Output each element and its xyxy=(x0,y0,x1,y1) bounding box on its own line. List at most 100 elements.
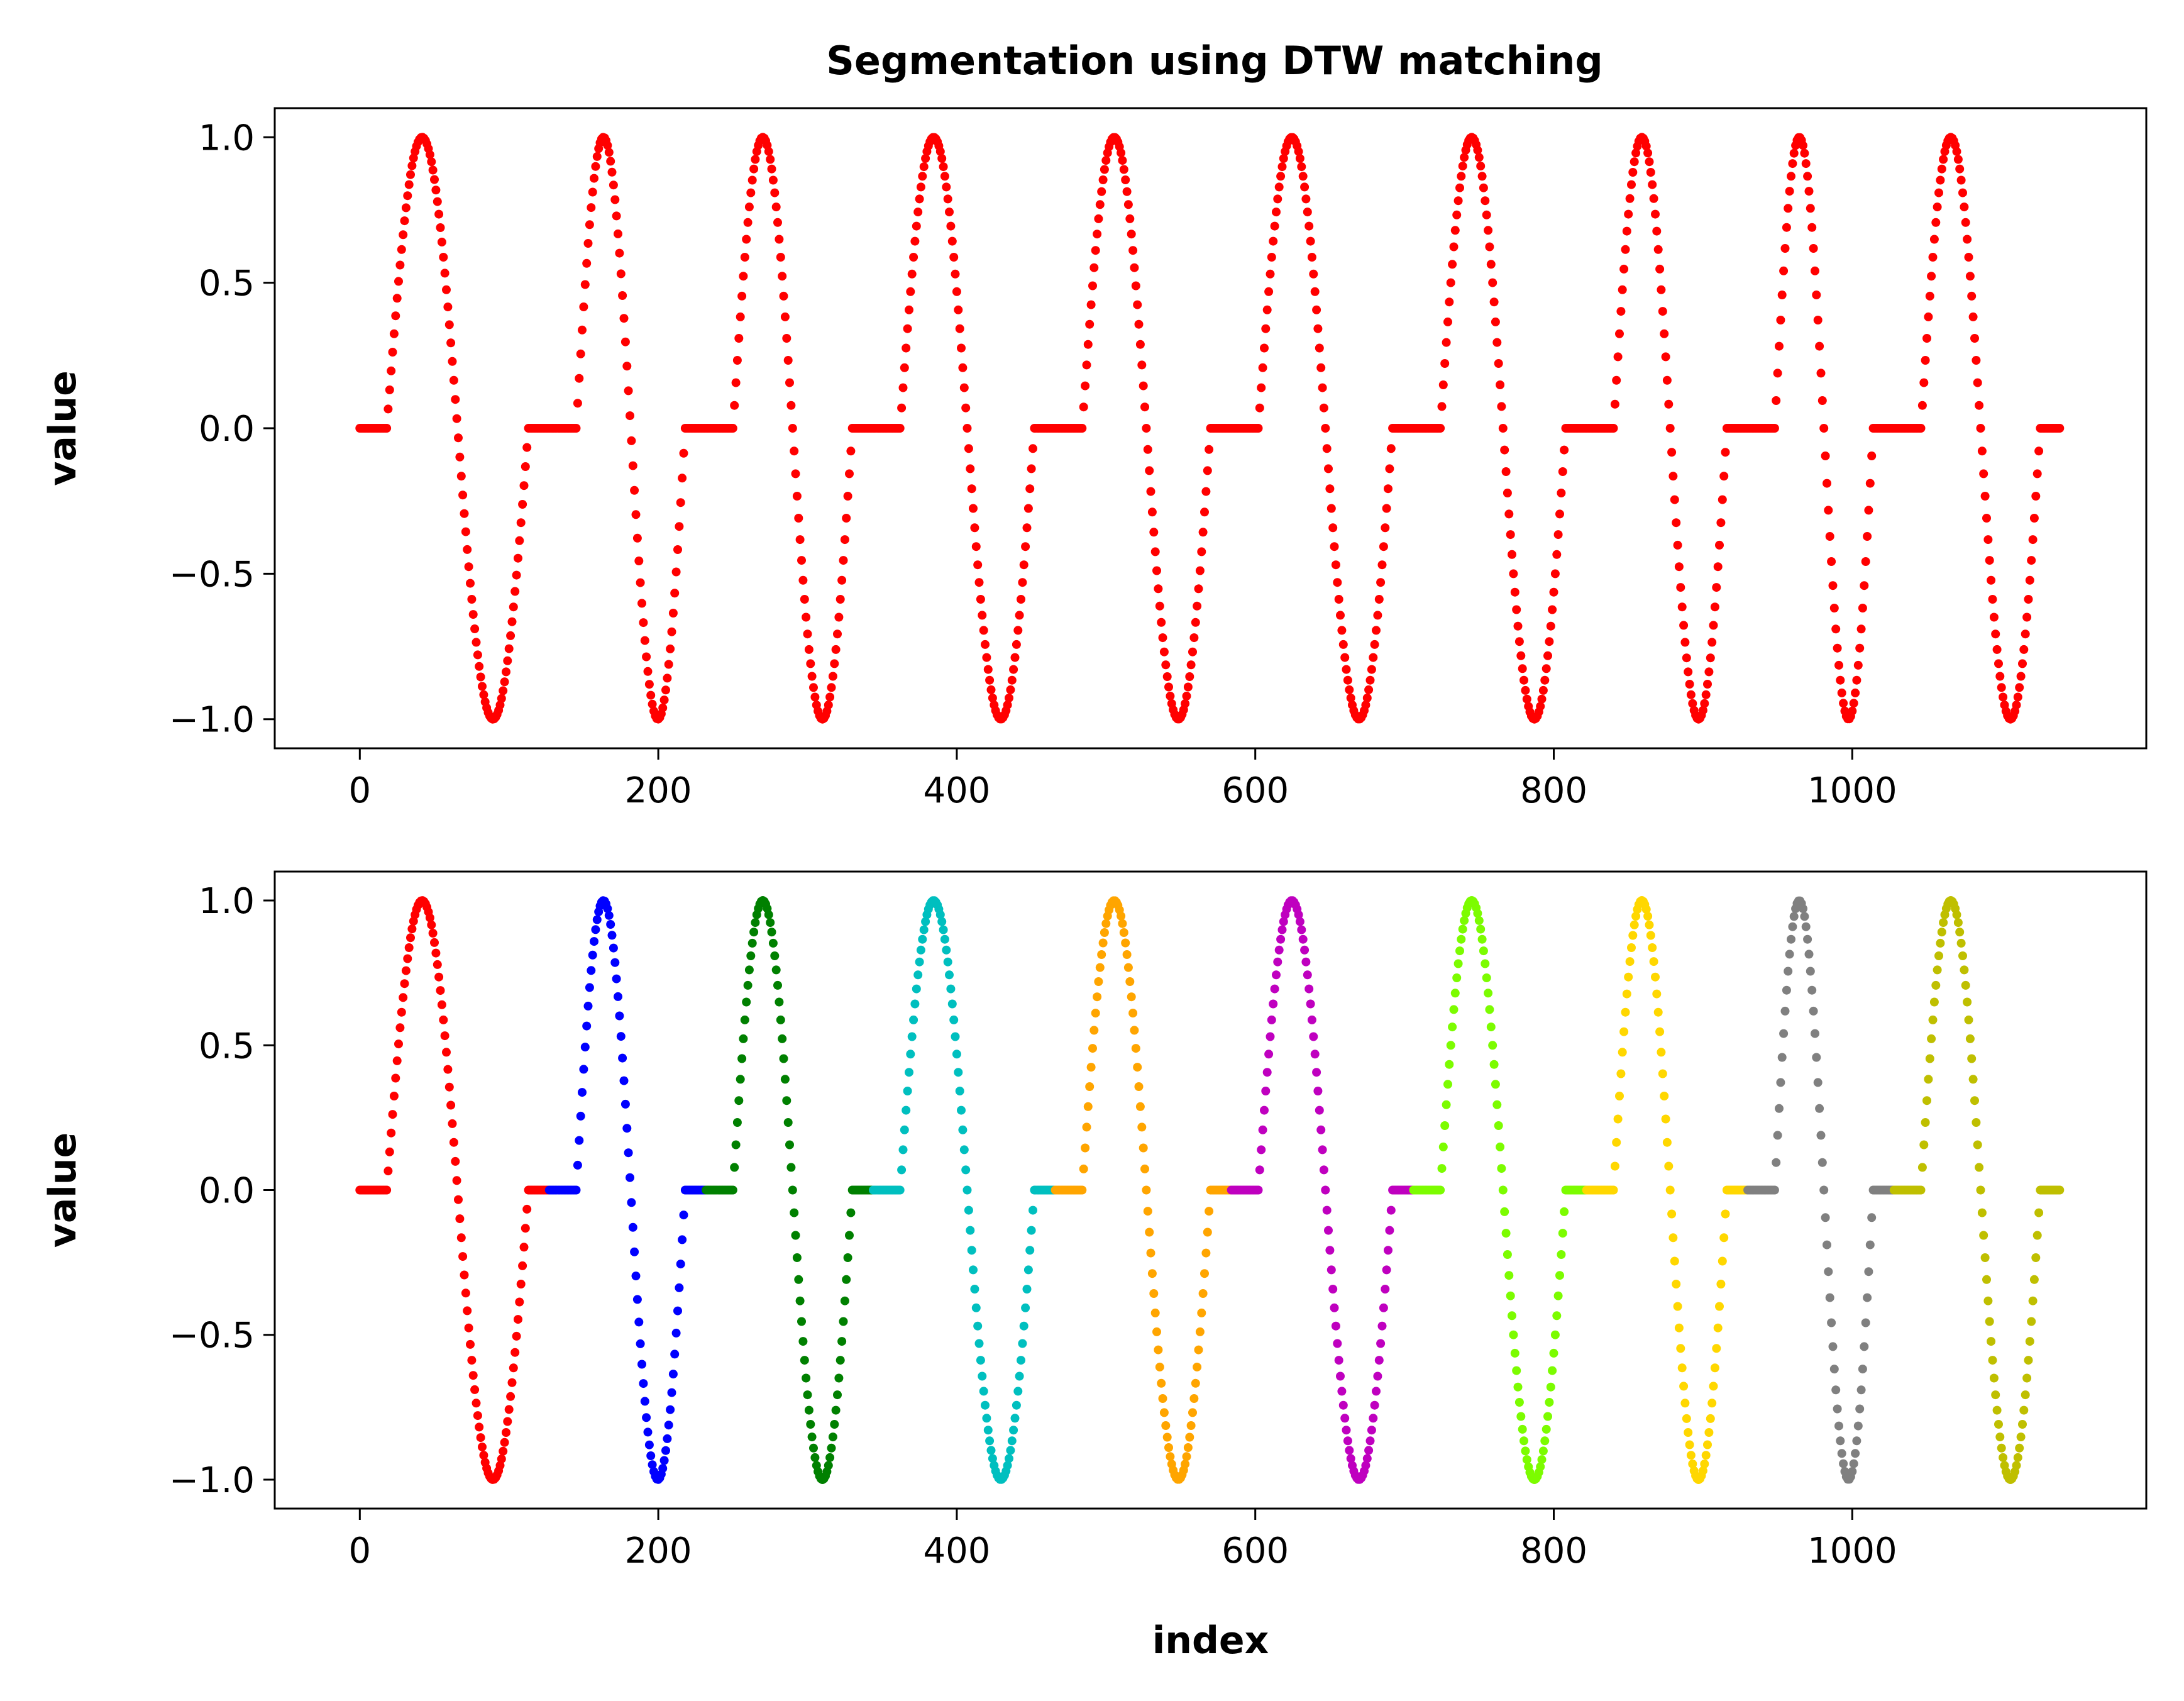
data-point xyxy=(1146,487,1155,496)
data-point xyxy=(1553,530,1563,540)
data-point xyxy=(978,1371,987,1381)
data-point xyxy=(440,1031,449,1041)
data-point xyxy=(1624,972,1633,982)
data-point xyxy=(1519,1436,1528,1446)
data-point xyxy=(912,221,921,231)
data-point xyxy=(1195,566,1205,575)
data-point xyxy=(1333,578,1342,587)
data-point xyxy=(1989,612,1999,622)
data-point xyxy=(1610,1161,1619,1171)
data-point xyxy=(1999,692,2008,702)
data-point xyxy=(643,1427,653,1437)
data-point xyxy=(1128,1009,1138,1018)
data-point xyxy=(1017,1356,1025,1365)
data-point xyxy=(1152,566,1161,575)
data-point xyxy=(1770,424,1779,433)
data-point xyxy=(952,287,961,296)
data-point xyxy=(575,374,584,383)
data-point xyxy=(843,1253,852,1262)
data-point xyxy=(1005,1454,1013,1463)
data-point xyxy=(824,1461,833,1470)
data-point xyxy=(1816,368,1826,378)
data-point xyxy=(828,672,837,681)
data-point xyxy=(640,1397,649,1406)
data-point xyxy=(1140,402,1149,412)
data-point xyxy=(792,492,802,501)
data-point xyxy=(615,248,624,258)
data-point xyxy=(1660,1092,1669,1100)
data-point xyxy=(619,314,629,323)
data-point xyxy=(1703,1440,1712,1449)
data-point xyxy=(1982,514,1991,523)
data-point xyxy=(1081,381,1090,391)
data-point xyxy=(1267,1015,1276,1024)
data-point xyxy=(1552,1311,1562,1321)
data-point xyxy=(802,1373,811,1383)
data-point xyxy=(615,1011,624,1021)
data-point xyxy=(840,1296,849,1305)
data-point xyxy=(514,553,522,563)
data-point xyxy=(622,362,632,371)
data-point xyxy=(648,699,657,709)
data-point xyxy=(1560,445,1569,455)
data-point xyxy=(1494,359,1503,368)
data-point xyxy=(895,424,905,433)
y-tick-label: −0.5 xyxy=(169,1316,255,1356)
data-point xyxy=(982,1414,991,1423)
data-point xyxy=(1029,1205,1037,1215)
data-point xyxy=(1811,1029,1819,1038)
data-point xyxy=(1438,1142,1448,1151)
data-point xyxy=(1679,1382,1689,1391)
data-point xyxy=(1927,272,1936,281)
data-point xyxy=(463,545,472,554)
data-point xyxy=(791,469,800,479)
data-point xyxy=(1382,504,1391,513)
data-point xyxy=(842,1275,851,1284)
data-point xyxy=(1477,172,1487,181)
data-point xyxy=(1963,235,1972,244)
data-point xyxy=(1983,1296,1993,1305)
data-point xyxy=(1972,356,1981,365)
data-point xyxy=(1330,542,1339,551)
data-point xyxy=(779,1054,788,1063)
data-point xyxy=(1191,618,1200,627)
data-point xyxy=(607,167,617,177)
data-point xyxy=(803,629,812,639)
data-point xyxy=(503,1417,512,1426)
data-point xyxy=(985,1436,995,1446)
data-point xyxy=(939,162,948,172)
data-point xyxy=(1298,172,1308,181)
data-point xyxy=(1549,587,1558,597)
data-point xyxy=(1269,999,1278,1009)
data-point xyxy=(646,690,656,700)
data-point xyxy=(749,928,759,937)
data-point xyxy=(732,1118,742,1127)
data-point xyxy=(637,599,646,608)
data-point xyxy=(1992,645,2002,654)
data-point xyxy=(1326,504,1336,513)
data-point xyxy=(1484,989,1493,998)
data-point xyxy=(1922,1096,1931,1105)
data-point xyxy=(1960,965,1969,975)
data-point xyxy=(1497,402,1506,411)
data-point xyxy=(1186,1421,1196,1430)
data-point xyxy=(1668,472,1678,481)
data-point xyxy=(1193,601,1202,611)
data-point xyxy=(909,253,918,262)
data-point xyxy=(451,1156,460,1166)
data-point xyxy=(1155,1362,1164,1371)
data-point xyxy=(1149,528,1159,537)
data-point xyxy=(1980,1253,1990,1262)
data-point xyxy=(604,148,614,157)
data-point xyxy=(425,150,434,159)
data-point xyxy=(495,701,505,710)
data-point xyxy=(1205,445,1214,454)
data-point xyxy=(449,1138,458,1147)
data-point xyxy=(675,1283,684,1292)
data-point xyxy=(1512,605,1521,614)
x-tick-label: 0 xyxy=(348,770,371,811)
data-point xyxy=(1509,569,1518,579)
data-point xyxy=(1154,1345,1163,1355)
data-point xyxy=(671,1328,681,1338)
data-point xyxy=(2032,1231,2042,1240)
